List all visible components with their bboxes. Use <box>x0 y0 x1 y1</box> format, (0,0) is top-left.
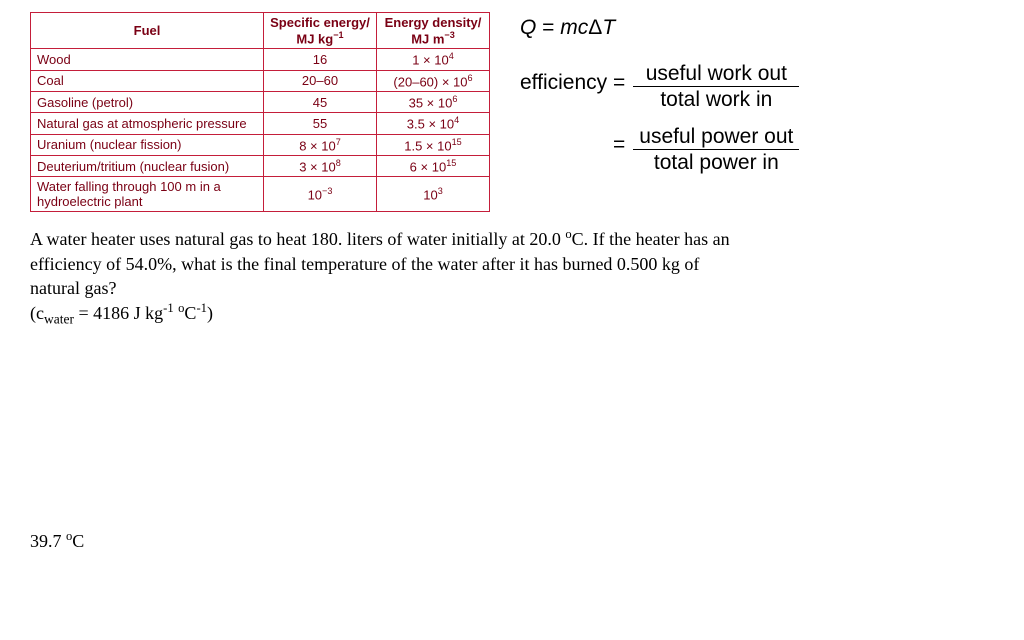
formula-block: Q = mcΔT efficiency = = useful work out … <box>520 12 799 174</box>
efficiency-equation: efficiency = = useful work out total wor… <box>520 62 799 174</box>
table-row: Coal 20–60 (20–60) × 106 <box>31 70 490 91</box>
col-fuel-header: Fuel <box>31 13 264 49</box>
fuel-energy-table: Fuel Specific energy/ MJ kg−1 Energy den… <box>30 12 490 212</box>
table-row: Natural gas at atmospheric pressure 55 3… <box>31 113 490 134</box>
table-row: Gasoline (petrol) 45 35 × 106 <box>31 91 490 112</box>
col-energy-density-header: Energy density/ MJ m−3 <box>377 13 490 49</box>
table-row: Uranium (nuclear fission) 8 × 107 1.5 × … <box>31 134 490 155</box>
problem-text: A water heater uses natural gas to heat … <box>30 226 990 329</box>
table-row: Deuterium/tritium (nuclear fusion) 3 × 1… <box>31 155 490 176</box>
table-row: Water falling through 100 m in a hydroel… <box>31 177 490 212</box>
col-specific-energy-header: Specific energy/ MJ kg−1 <box>264 13 377 49</box>
table-row: Wood 16 1 × 104 <box>31 49 490 70</box>
heat-equation: Q = mcΔT <box>520 16 799 40</box>
answer-text: 39.7 oC <box>30 529 994 552</box>
